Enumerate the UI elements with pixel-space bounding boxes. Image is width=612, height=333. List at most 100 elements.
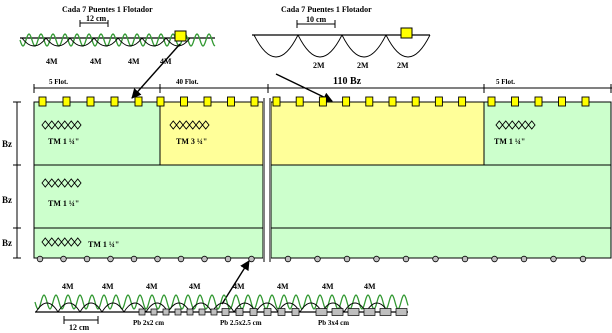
float — [388, 96, 397, 107]
sinker — [36, 255, 44, 263]
detail-top-right: Cada 7 Puentes 1 Flotador 10 cm 2M 2M 2M — [252, 5, 431, 70]
row-label: Bz — [2, 238, 12, 248]
float — [400, 27, 413, 39]
sinker — [177, 255, 185, 263]
mesh-label: 4M — [128, 57, 140, 66]
mesh-label: 4M — [102, 282, 114, 291]
lead-weight — [291, 308, 300, 316]
mesh-label: 4M — [364, 282, 376, 291]
lead-weight — [379, 308, 392, 316]
panel-label-top-right: TM 1 ¼" — [494, 137, 525, 146]
sinker-row — [36, 255, 587, 263]
float — [156, 96, 165, 107]
mesh-label: 4M — [90, 57, 102, 66]
lead-weights — [138, 308, 408, 316]
float — [295, 96, 304, 107]
main-net: TM 1 ¼" TM 3 ¼" TM 1 ¼" TM 1 ¼" TM 1 ¼" — [33, 96, 612, 263]
lead-weight — [277, 308, 286, 316]
detail-bottom: 4M 4M 4M 4M 4M 4M 4M 4M 12 cm Pb 2x2 cm … — [34, 282, 409, 332]
float — [272, 96, 281, 107]
sinker — [343, 255, 351, 263]
float — [434, 96, 443, 107]
float — [511, 96, 519, 107]
float — [365, 96, 374, 107]
float — [318, 96, 327, 107]
lead-weight — [395, 308, 408, 316]
float — [180, 96, 188, 107]
sinker — [248, 255, 255, 263]
mesh-label: 4M — [62, 282, 74, 291]
lead-weight — [363, 308, 376, 316]
lead-weight — [221, 308, 230, 316]
sinker — [60, 255, 67, 263]
mesh-diamond — [73, 178, 82, 188]
mesh-diamond — [73, 120, 82, 130]
net-loops — [35, 302, 389, 313]
float — [558, 96, 566, 107]
lead-weight — [331, 308, 344, 316]
detail-top-right-title: Cada 7 Puentes 1 Flotador — [281, 5, 372, 14]
sinker — [491, 255, 498, 263]
sinker — [550, 255, 557, 263]
mesh-label: 4M — [146, 282, 158, 291]
weight-label: Pb 3x4 cm — [318, 319, 349, 327]
float — [86, 96, 95, 107]
panel-bottom-left — [33, 227, 264, 259]
detail-top-left-title: Cada 7 Puentes 1 Flotador — [62, 5, 153, 14]
lead-weight — [347, 308, 360, 316]
mesh-symbols — [41, 120, 536, 247]
mesh-diamond — [73, 237, 82, 247]
row-label: Bz — [2, 195, 12, 205]
net-loops — [253, 34, 431, 58]
mesh-label: 2M — [357, 61, 369, 70]
panel-bottom-right — [270, 227, 612, 259]
float-row — [38, 96, 590, 107]
mesh-label: 4M — [189, 282, 201, 291]
mesh-diamond — [527, 120, 536, 130]
net-mesh-wave — [34, 294, 409, 310]
sinker — [461, 255, 469, 263]
mesh-label: 4M — [233, 282, 245, 291]
break-gap — [263, 98, 271, 262]
detail-bottom-spacing: 12 cm — [69, 323, 90, 332]
float — [250, 96, 259, 107]
panel-label-bottom: TM 1 ¼" — [88, 240, 119, 249]
dimension-label-total: 110 Bz — [333, 76, 362, 87]
callout-arrow — [221, 260, 250, 305]
float — [581, 96, 590, 107]
panel-label-top-mid: TM 3 ¼" — [176, 137, 207, 146]
sinker — [130, 255, 138, 263]
panel-top-left — [33, 101, 161, 166]
panel-label-middle: TM 1 ¼" — [48, 199, 79, 208]
sinker — [224, 255, 232, 263]
sinker — [373, 255, 380, 263]
float — [38, 96, 47, 107]
float — [411, 96, 420, 107]
mesh-label: 4M — [322, 282, 334, 291]
mesh-label: 4M — [277, 282, 289, 291]
lead-weight — [174, 308, 182, 316]
float — [203, 96, 212, 107]
float — [62, 96, 71, 107]
sinker — [201, 255, 208, 263]
net-loops — [21, 37, 191, 47]
lead-weight — [263, 308, 272, 316]
dimension-label-left: 5 Flot. — [49, 78, 68, 86]
float — [110, 96, 119, 107]
sinker — [284, 255, 292, 263]
detail-top-left-spacing: 12 cm — [86, 14, 107, 23]
lead-weight — [210, 308, 218, 316]
callout-arrow — [131, 43, 181, 99]
float — [458, 96, 467, 107]
mesh-label: 2M — [313, 61, 325, 70]
weight-label: Pb 2.5x2.5 cm — [220, 319, 262, 327]
panel-label-top-left: TM 1 ¼" — [48, 137, 79, 146]
panel-top-center — [270, 101, 485, 166]
dimension-label-right: 5 Flot. — [496, 78, 515, 86]
sinker — [432, 255, 439, 263]
sinker — [520, 255, 528, 263]
mesh-label: 4M — [160, 57, 172, 66]
detail-top-left: Cada 7 Puentes 1 Flotador 12 cm 4M 4M 4M… — [19, 5, 216, 66]
sinker — [154, 255, 161, 263]
